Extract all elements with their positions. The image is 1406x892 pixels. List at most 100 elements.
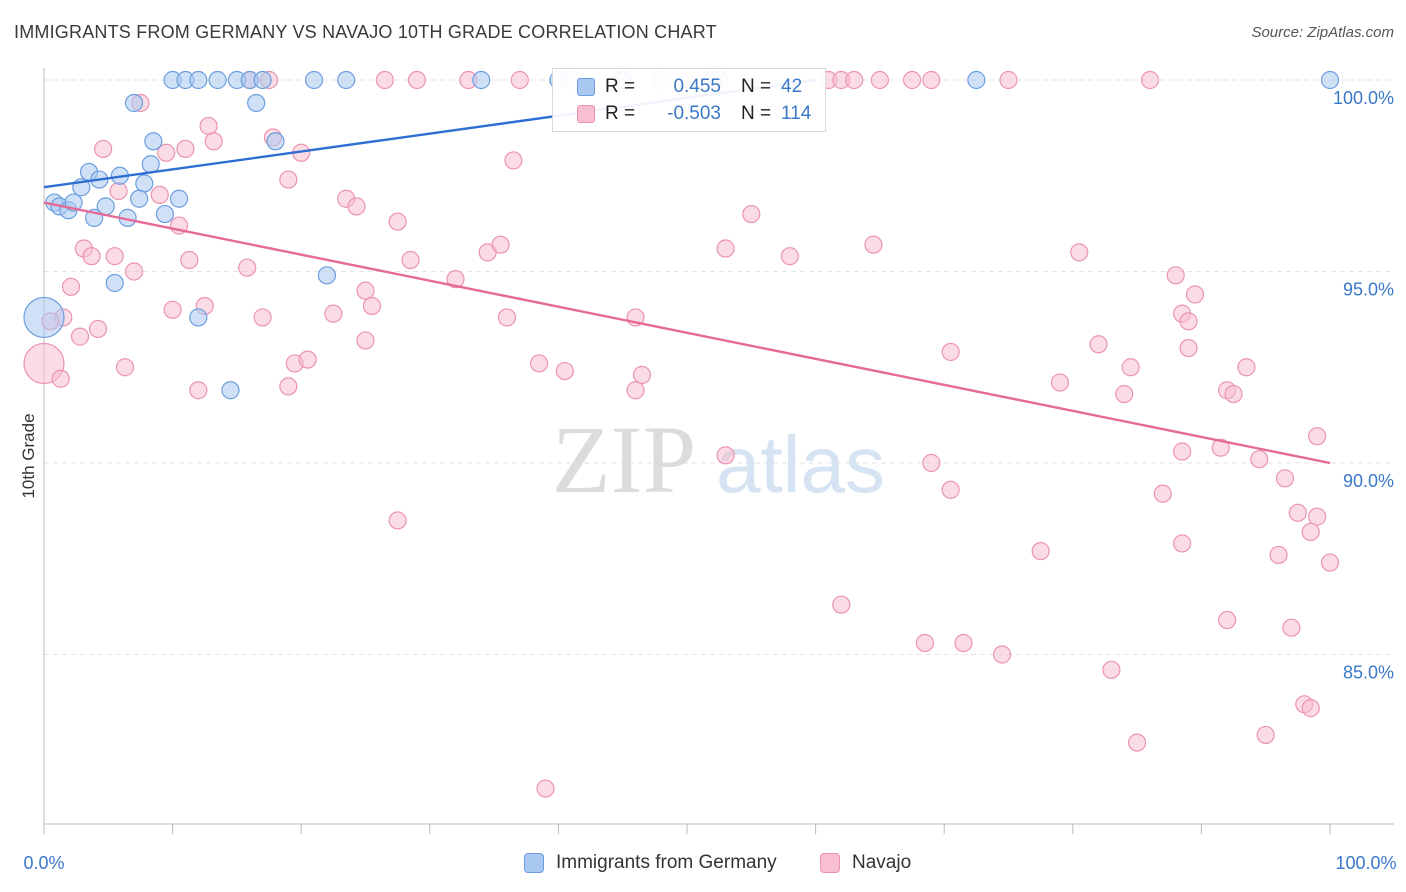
navajo-point — [1301, 522, 1320, 542]
navajo-point — [922, 70, 941, 90]
germany-point — [472, 70, 491, 90]
navajo-point — [1050, 373, 1070, 392]
navajo-point — [1115, 384, 1134, 404]
navajo-point — [70, 327, 90, 346]
y-tick-label: 90.0% — [1343, 471, 1394, 491]
navajo-point — [1211, 438, 1230, 457]
navajo-point — [632, 365, 652, 385]
germany-point — [169, 189, 189, 208]
navajo-point — [1173, 442, 1192, 461]
navajo-point — [324, 304, 343, 323]
navajo-point — [504, 151, 523, 170]
navajo-point — [362, 296, 382, 316]
legend-item-germany[interactable]: Immigrants from Germany — [524, 852, 777, 874]
navajo-trend-line — [43, 201, 1331, 465]
navajo-point — [1237, 358, 1256, 377]
y-axis-label: 10th Grade — [19, 413, 38, 498]
navajo-point — [176, 139, 195, 159]
navajo-point — [1089, 335, 1108, 354]
legend-swatch-germany — [524, 853, 544, 873]
navajo-point — [124, 262, 144, 281]
navajo-point — [992, 645, 1012, 664]
navajo-point — [716, 239, 735, 258]
navajo-point — [356, 281, 375, 300]
legend-item-navajo[interactable]: Navajo — [820, 852, 911, 874]
germany-point — [141, 155, 160, 174]
navajo-point — [388, 212, 407, 231]
navajo-point — [199, 116, 218, 136]
navajo-point — [1308, 427, 1327, 446]
axis-layer — [43, 68, 1394, 834]
navajo-point — [536, 779, 555, 798]
navajo-points — [23, 70, 1340, 798]
germany-point — [208, 70, 227, 90]
navajo-point — [954, 633, 973, 653]
germany-point — [189, 70, 208, 90]
navajo-point — [180, 250, 199, 270]
navajo-point — [941, 342, 960, 362]
navajo-point — [253, 308, 272, 327]
navajo-point — [279, 377, 298, 396]
navajo-point — [1288, 503, 1307, 522]
navajo-point — [115, 358, 135, 377]
navajo-point — [497, 308, 517, 327]
germany-point — [337, 70, 356, 90]
navajo-point — [845, 70, 864, 90]
navajo-point — [88, 319, 108, 339]
series-legend: Immigrants from Germany Navajo — [0, 852, 1406, 878]
navajo-point — [1179, 312, 1198, 331]
germany-point — [247, 93, 266, 113]
navajo-point — [157, 143, 176, 162]
watermark: ZIP atlas — [552, 406, 885, 513]
navajo-point — [1308, 507, 1327, 526]
navajo-point — [163, 300, 182, 319]
navajo-point — [1301, 699, 1320, 718]
navajo-point — [61, 277, 81, 296]
germany-point — [130, 189, 149, 208]
navajo-point — [105, 247, 124, 266]
navajo-point — [189, 381, 208, 400]
navajo-point — [832, 595, 851, 614]
germany-point — [1320, 70, 1340, 90]
navajo-point — [1218, 610, 1237, 630]
legend-n-label: N = — [741, 103, 772, 124]
navajo-point — [1320, 553, 1340, 572]
navajo-point — [1275, 469, 1295, 488]
navajo-point — [1250, 450, 1269, 469]
legend-r-label: R = — [605, 76, 636, 97]
y-tick-label: 100.0% — [1333, 88, 1394, 108]
navajo-point — [1166, 266, 1185, 285]
navajo-point — [922, 453, 941, 473]
germany-point — [135, 174, 154, 193]
germany-point — [23, 296, 65, 339]
navajo-point — [401, 250, 420, 270]
navajo-point — [1153, 484, 1172, 503]
navajo-point — [941, 480, 960, 499]
navajo-point — [1031, 541, 1050, 561]
navajo-point — [902, 70, 922, 90]
grid-layer: 85.0% 90.0% 95.0% 100.0% — [44, 79, 1394, 683]
legend-r-label: R = — [605, 103, 636, 124]
legend-r-value: -0.503 — [667, 103, 721, 124]
legend-r-value: 0.455 — [673, 76, 721, 97]
legend-n-value: 42 — [781, 76, 803, 97]
navajo-point — [150, 185, 169, 204]
navajo-point — [864, 235, 883, 254]
navajo-point — [356, 331, 375, 350]
navajo-point — [915, 633, 935, 653]
navajo-point — [1185, 285, 1205, 304]
legend-label-navajo: Navajo — [852, 852, 912, 873]
germany-point — [105, 273, 124, 293]
legend-row-navajo: R = -0.503 N = 114 — [553, 101, 811, 127]
germany-point — [144, 132, 163, 151]
navajo-point — [375, 70, 394, 90]
navajo-point — [279, 170, 298, 189]
x-tick-label-min: 0.0% — [23, 853, 64, 873]
navajo-point — [407, 70, 427, 90]
legend-row-germany: R = 0.455 N = 42 — [553, 74, 802, 100]
navajo-point — [510, 70, 529, 90]
legend-swatch-navajo — [820, 853, 840, 873]
navajo-point — [347, 197, 366, 216]
germany-point — [189, 308, 208, 327]
